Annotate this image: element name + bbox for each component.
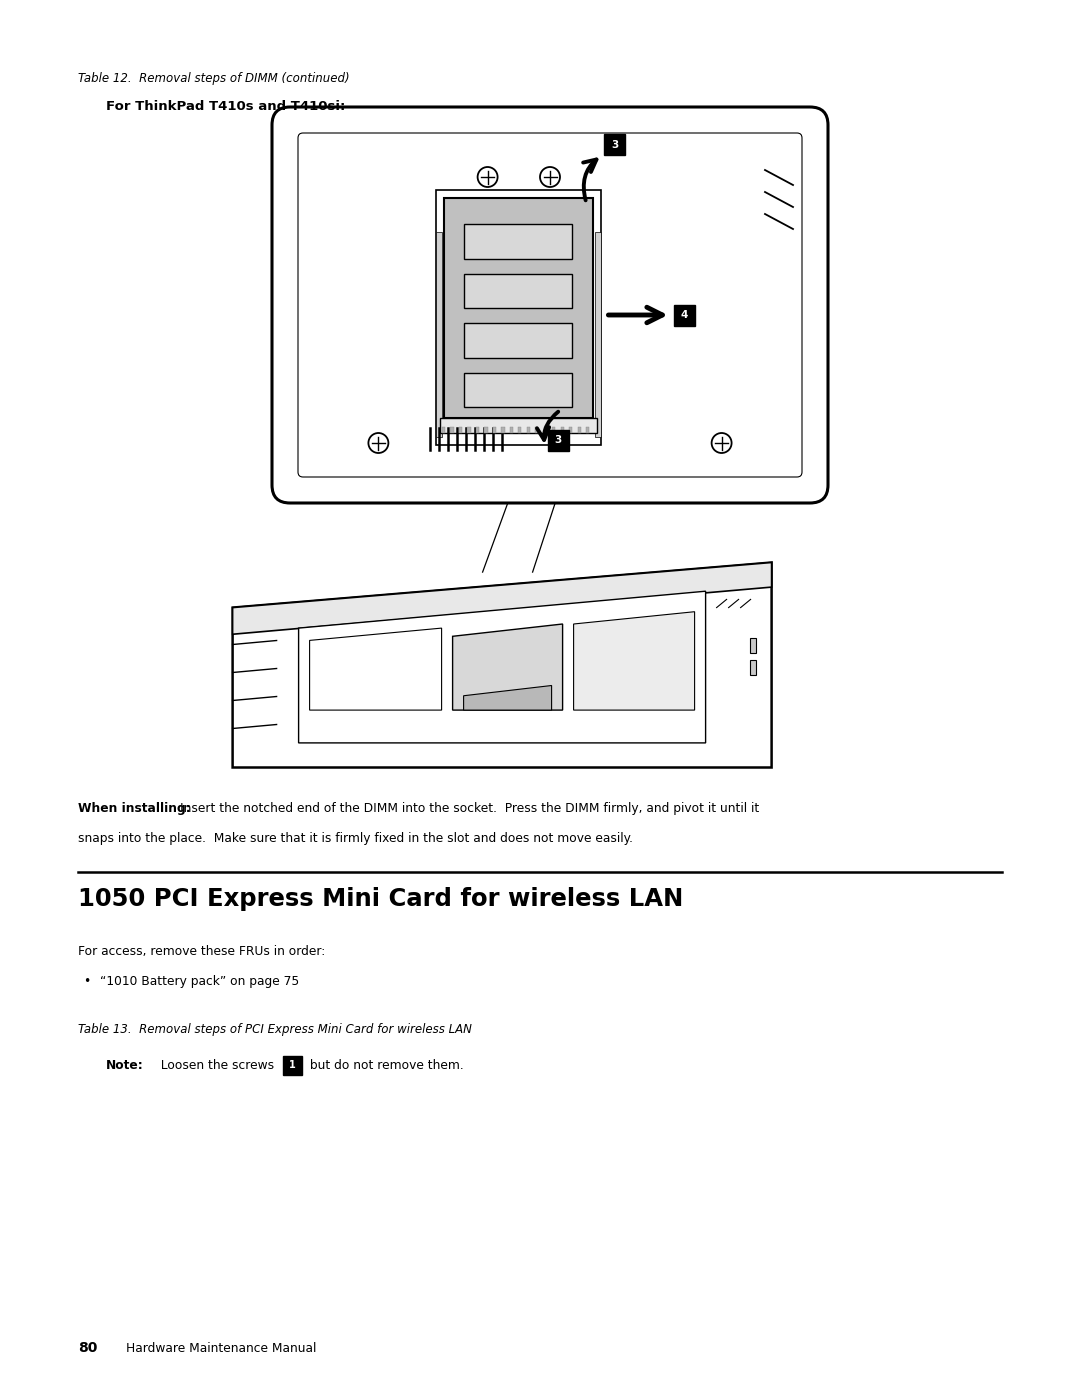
- Text: “1010 Battery pack” on page 75: “1010 Battery pack” on page 75: [100, 975, 299, 988]
- Text: 4: 4: [680, 310, 688, 320]
- FancyBboxPatch shape: [272, 108, 828, 503]
- Bar: [464, 225, 571, 258]
- Circle shape: [540, 168, 561, 187]
- Bar: [548, 430, 569, 451]
- Bar: [543, 427, 546, 433]
- Bar: [442, 427, 445, 433]
- Bar: [459, 427, 462, 433]
- Text: •: •: [83, 975, 91, 988]
- Bar: [586, 427, 590, 433]
- Bar: [464, 323, 571, 358]
- Bar: [492, 427, 496, 433]
- Text: Hardware Maintenance Manual: Hardware Maintenance Manual: [126, 1343, 316, 1355]
- Text: 1: 1: [288, 1060, 296, 1070]
- Bar: [283, 1056, 301, 1074]
- Text: Note:: Note:: [106, 1059, 144, 1071]
- Bar: [561, 427, 564, 433]
- Bar: [468, 427, 471, 433]
- Bar: [475, 427, 480, 433]
- Bar: [440, 418, 596, 433]
- Text: For access, remove these FRUs in order:: For access, remove these FRUs in order:: [78, 944, 325, 958]
- Text: Table 13.  Removal steps of PCI Express Mini Card for wireless LAN: Table 13. Removal steps of PCI Express M…: [78, 1023, 472, 1037]
- Bar: [435, 190, 600, 446]
- Bar: [595, 232, 600, 437]
- Bar: [527, 427, 530, 433]
- Text: When installing:: When installing:: [78, 802, 191, 814]
- Bar: [435, 232, 442, 437]
- Text: For ThinkPad T410s and T410si:: For ThinkPad T410s and T410si:: [106, 101, 346, 113]
- Bar: [750, 638, 756, 654]
- Polygon shape: [463, 686, 552, 710]
- Polygon shape: [310, 629, 442, 710]
- Text: 3: 3: [555, 436, 562, 446]
- Bar: [484, 427, 487, 433]
- Polygon shape: [453, 624, 563, 710]
- Bar: [604, 134, 625, 155]
- Text: 1050 PCI Express Mini Card for wireless LAN: 1050 PCI Express Mini Card for wireless …: [78, 887, 684, 911]
- Bar: [518, 427, 522, 433]
- FancyBboxPatch shape: [298, 133, 802, 476]
- Polygon shape: [232, 563, 771, 767]
- Bar: [444, 198, 593, 418]
- Bar: [535, 427, 539, 433]
- Polygon shape: [232, 563, 771, 634]
- Text: 80: 80: [78, 1341, 97, 1355]
- Bar: [578, 427, 581, 433]
- Text: Insert the notched end of the DIMM into the socket.  Press the DIMM firmly, and : Insert the notched end of the DIMM into …: [180, 802, 759, 814]
- Circle shape: [477, 168, 498, 187]
- Text: snaps into the place.  Make sure that it is firmly fixed in the slot and does no: snaps into the place. Make sure that it …: [78, 833, 633, 845]
- Bar: [552, 427, 555, 433]
- Circle shape: [368, 433, 389, 453]
- Polygon shape: [573, 612, 694, 710]
- Bar: [464, 373, 571, 407]
- Text: 3: 3: [611, 140, 618, 149]
- Bar: [569, 427, 572, 433]
- Text: but do not remove them.: but do not remove them.: [306, 1059, 463, 1071]
- Bar: [501, 427, 504, 433]
- Bar: [510, 427, 513, 433]
- Bar: [750, 661, 756, 675]
- Text: Loosen the screws: Loosen the screws: [153, 1059, 278, 1071]
- Bar: [450, 427, 454, 433]
- Bar: [464, 274, 571, 307]
- Circle shape: [712, 433, 731, 453]
- Text: Table 12.  Removal steps of DIMM (continued): Table 12. Removal steps of DIMM (continu…: [78, 73, 350, 85]
- Polygon shape: [298, 591, 705, 743]
- Bar: [674, 305, 694, 326]
